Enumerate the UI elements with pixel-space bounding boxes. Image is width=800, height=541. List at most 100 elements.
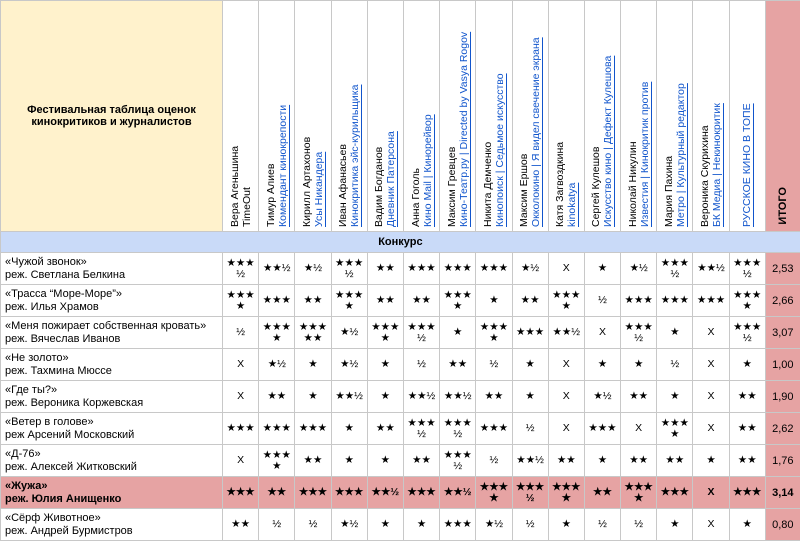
rating-cell: ★★ (403, 445, 439, 477)
rating-cell: ★★★★★ (295, 317, 331, 349)
rating-cell: ★★★½ (440, 445, 476, 477)
critic-outlet: Усы Никандера (313, 152, 325, 227)
rating-cell: ★★ (295, 445, 331, 477)
total-cell: 2,62 (765, 413, 800, 445)
film-row: «Чужой звонок»реж. Светлана Белкина★★★½★… (1, 253, 800, 285)
rating-cell: ½ (476, 349, 512, 381)
rating-cell: ★★★½ (223, 253, 259, 285)
rating-cell: ★★★★ (440, 285, 476, 317)
film-title: «Ветер в голове» (5, 416, 222, 429)
critic-name: Николай Никулин (627, 142, 639, 228)
rating-cell: ★½ (331, 349, 367, 381)
critic-outlet: Метро | Культурный редактор (675, 83, 687, 227)
rating-cell: ★ (295, 381, 331, 413)
rating-cell: ★★½ (440, 381, 476, 413)
critic-name: Вероника Скурихина (699, 125, 711, 227)
film-cell: «Трасса “Море-Море”»реж. Илья Храмов (1, 285, 223, 317)
film-cell: «Сёрф Животное»реж. Андрей Бурмистров (1, 509, 223, 541)
rating-cell: ½ (512, 413, 548, 445)
critic-label: РУССКОЕ КИНО В ТОПЕ (741, 5, 753, 227)
critic-outlet: Дневник Патерсона (385, 131, 397, 227)
film-title: «Трасса “Море-Море”» (5, 288, 222, 301)
film-row: «Жужа»реж. Юлия Анищенко★★★★★★★★★★★★★½★★… (1, 477, 800, 509)
rating-cell: ★½ (621, 253, 657, 285)
critic-name: Максим Гревцев (446, 147, 458, 227)
rating-cell: ★★ (367, 253, 403, 285)
rating-cell: ★ (367, 349, 403, 381)
rating-cell: X (548, 349, 584, 381)
rating-cell: ★★ (403, 285, 439, 317)
rating-cell: ½ (584, 509, 620, 541)
rating-cell: ★★ (295, 285, 331, 317)
rating-cell: ★★★★ (476, 317, 512, 349)
rating-cell: ★★½ (548, 317, 584, 349)
rating-cell: ★★★ (223, 477, 259, 509)
rating-cell: ★★ (584, 477, 620, 509)
rating-cell: ★★★½ (657, 253, 693, 285)
critic-header: РУССКОЕ КИНО В ТОПЕ (729, 1, 765, 232)
rating-cell: ★★ (548, 445, 584, 477)
film-director: реж. Алексей Житковский (5, 461, 222, 474)
rating-cell: ★★★ (476, 253, 512, 285)
rating-cell: ★★★ (657, 477, 693, 509)
critic-outlet: Известия | Кинокритик против (639, 82, 651, 227)
rating-cell: ★★★½ (621, 317, 657, 349)
rating-cell: ★ (367, 381, 403, 413)
rating-cell: X (548, 253, 584, 285)
rating-cell: ★★½ (331, 381, 367, 413)
rating-cell: X (548, 413, 584, 445)
critic-outlet: Кино Mail | Кинорейвор (422, 114, 434, 227)
critic-name: Мария Пахина (663, 156, 675, 227)
critic-name: Никита Демченко (482, 142, 494, 227)
film-cell: «Жужа»реж. Юлия Анищенко (1, 477, 223, 509)
rating-cell: X (621, 413, 657, 445)
rating-cell: ★★★★ (367, 317, 403, 349)
rating-cell: ★ (476, 285, 512, 317)
rating-cell: ½ (584, 285, 620, 317)
critic-name: Вера Агеньшина (229, 146, 241, 227)
rating-cell: ★★★ (223, 413, 259, 445)
critic-name: Сергей Кулешов (590, 147, 602, 227)
rating-cell: ★★★★ (548, 285, 584, 317)
critic-name: Иван Афанасьев (337, 144, 349, 227)
rating-cell: ★★★ (331, 477, 367, 509)
rating-cell: X (223, 381, 259, 413)
rating-cell: ★ (657, 381, 693, 413)
rating-cell: ★★★ (403, 477, 439, 509)
rating-cell: ★½ (331, 509, 367, 541)
rating-cell: X (693, 509, 729, 541)
rating-cell: ★★ (657, 445, 693, 477)
film-cell: «Д-76»реж. Алексей Житковский (1, 445, 223, 477)
critic-outlet: TimeOut (241, 187, 253, 227)
total-cell: 2,53 (765, 253, 800, 285)
rating-cell: ★★★★ (259, 317, 295, 349)
film-director: реж. Вероника Коржевская (5, 397, 222, 410)
rating-cell: ★★★½ (331, 253, 367, 285)
rating-cell: ★★★½ (403, 317, 439, 349)
rating-cell: ★★ (729, 413, 765, 445)
rating-cell: ½ (259, 509, 295, 541)
rating-cell: ★★ (621, 381, 657, 413)
total-cell: 1,76 (765, 445, 800, 477)
rating-cell: X (223, 445, 259, 477)
rating-cell: ★ (367, 445, 403, 477)
rating-cell: ½ (295, 509, 331, 541)
section-row: Конкурс (1, 232, 800, 253)
rating-cell: ★★★★ (729, 285, 765, 317)
rating-cell: ★ (548, 509, 584, 541)
rating-cell: ★★ (729, 445, 765, 477)
rating-cell: ★ (693, 445, 729, 477)
